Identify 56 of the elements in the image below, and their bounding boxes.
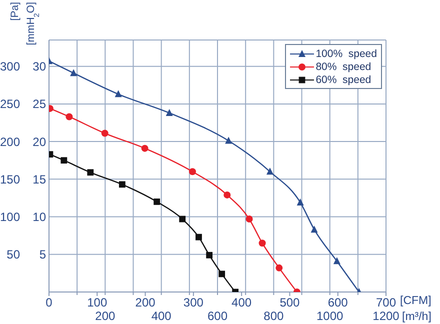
point <box>196 234 202 240</box>
point <box>66 113 73 120</box>
point <box>141 144 148 152</box>
point <box>114 90 122 98</box>
point <box>266 168 274 175</box>
x2-tick-label: 600 <box>207 309 228 323</box>
x-tick-label: 500 <box>280 296 300 310</box>
x2-tick-label: 200 <box>95 309 116 323</box>
legend-label: 100% speed <box>316 48 377 60</box>
point <box>218 270 226 278</box>
point <box>166 108 173 116</box>
legend-label: 80% speed <box>316 60 372 72</box>
point <box>206 252 213 258</box>
y-tick-label: 300 <box>0 60 20 74</box>
y2-tick-label: 10 <box>32 210 46 224</box>
x2-tick-label: 1200 <box>372 309 400 323</box>
point <box>179 216 186 222</box>
x2-tick-label: 400 <box>151 309 172 323</box>
x-tick-label: 600 <box>328 296 348 310</box>
y-tick-label: 150 <box>0 172 20 186</box>
y2-tick-label: 5 <box>39 248 46 262</box>
point <box>276 264 283 272</box>
y-tick-label: 100 <box>0 210 20 224</box>
point <box>310 226 318 233</box>
point <box>70 69 78 76</box>
y-tick-label: 50 <box>6 248 20 262</box>
x-axis-title: [CFM] <box>400 295 432 308</box>
point <box>333 257 340 264</box>
y2-tick-label: 30 <box>32 60 46 74</box>
point <box>246 216 253 223</box>
x-tick-label: 400 <box>232 296 252 310</box>
x-tick-label: 700 <box>376 296 396 310</box>
y-axis-title: [Pa] <box>9 2 21 21</box>
point <box>225 136 232 144</box>
x-tick-label: 100 <box>87 296 108 310</box>
x2-tick-label: 1000 <box>316 309 344 323</box>
x-tick-label: 0 <box>46 296 53 310</box>
point <box>101 130 108 137</box>
y2-tick-label: 20 <box>32 134 46 149</box>
y2-tick-label: 25 <box>32 97 46 112</box>
point <box>188 168 196 176</box>
y-tick-label: 250 <box>0 97 20 112</box>
y-tick-label: 200 <box>0 134 20 149</box>
x-tick-label: 200 <box>135 296 156 310</box>
point <box>118 181 126 188</box>
point <box>60 157 68 164</box>
x2-tick-label: 800 <box>264 309 284 323</box>
point <box>87 169 94 176</box>
point <box>224 191 231 198</box>
point <box>154 198 160 205</box>
x2-axis-title: [m³/h] <box>402 311 432 323</box>
point <box>258 240 266 247</box>
y2-tick-label: 15 <box>32 172 46 186</box>
legend-label: 60% speed <box>316 74 372 86</box>
x-tick-label: 300 <box>183 296 204 310</box>
point <box>296 198 304 206</box>
